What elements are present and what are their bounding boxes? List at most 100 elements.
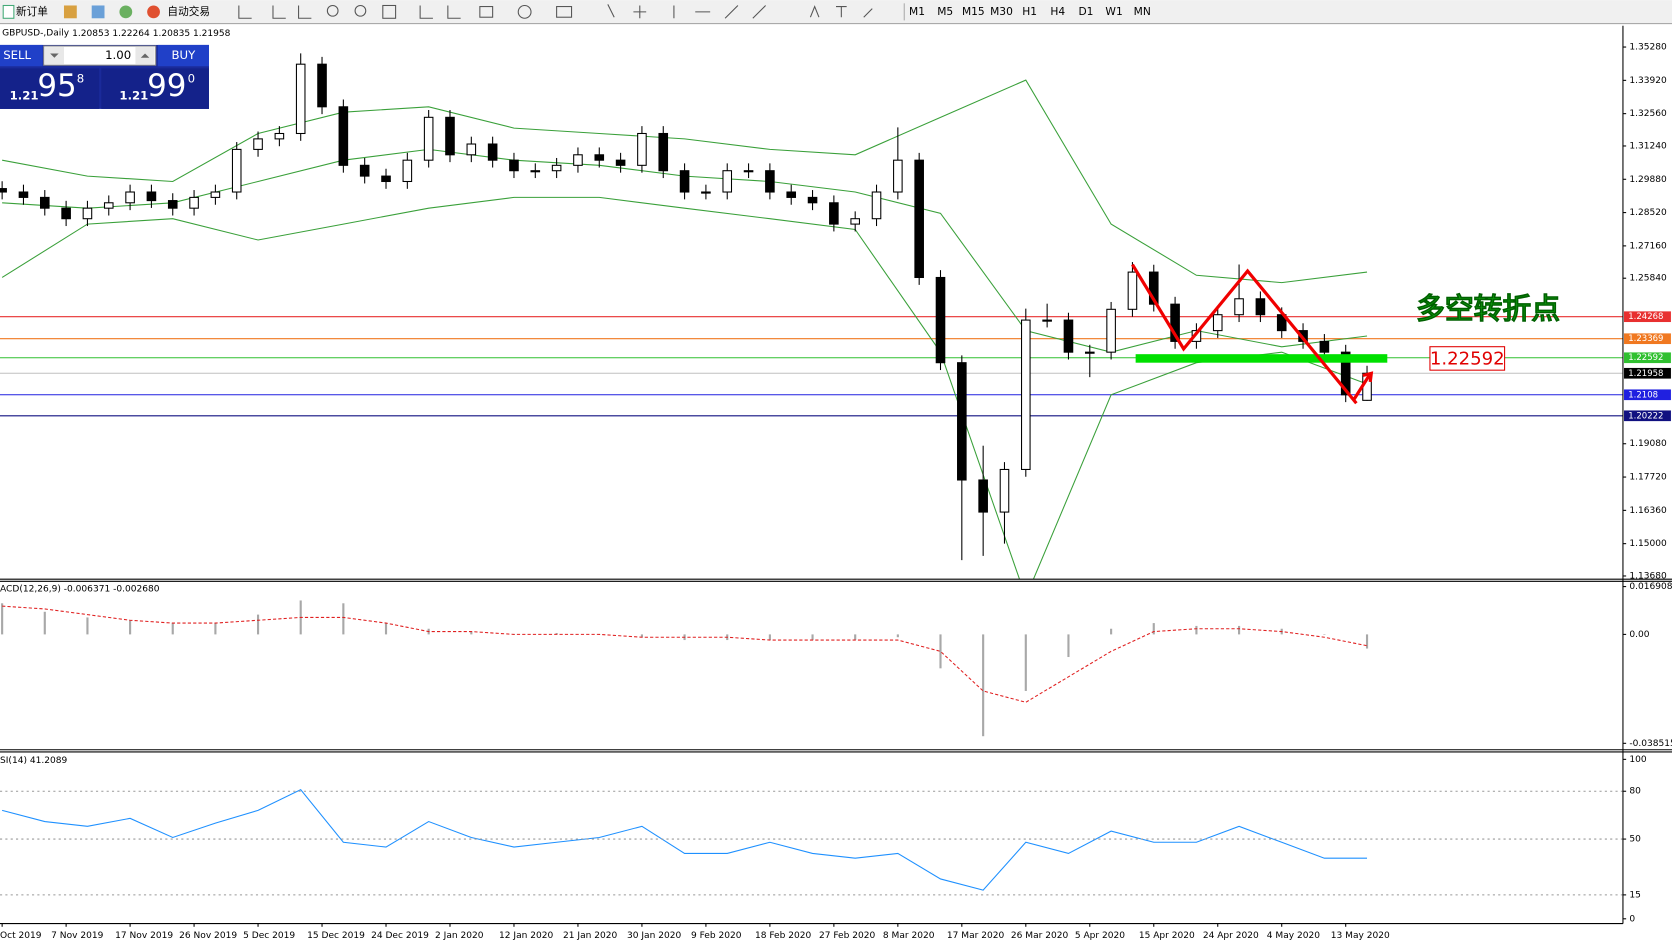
x-tick-label: 15 Apr 2020	[1139, 931, 1195, 941]
bid-frac: 8	[77, 72, 84, 86]
candle-body	[295, 63, 306, 135]
y-tick-label: 1.19080	[1629, 439, 1667, 449]
candle-body	[82, 207, 93, 220]
x-tick-label: 2 Jan 2020	[435, 931, 484, 941]
candle-body	[402, 159, 413, 183]
timeframe[interactable]: M15	[962, 5, 985, 18]
y-tick-label: 50	[1629, 835, 1641, 845]
candle-body	[274, 132, 285, 140]
candle-body	[743, 170, 754, 173]
indicator-title: ACD(12,26,9) -0.006371 -0.002680	[0, 584, 160, 594]
toolbar-buttons[interactable]: 新订单 自动交易	[2, 3, 905, 21]
signal-line	[2, 605, 1368, 703]
y-tick-label: 0.00	[1629, 630, 1649, 640]
candle-body	[1170, 303, 1180, 342]
level-label: 1.23369	[1628, 334, 1663, 344]
candle-body	[1021, 319, 1031, 470]
macd-bar	[939, 634, 942, 669]
candle-body	[1063, 319, 1074, 353]
candle-body	[999, 468, 1010, 513]
candle-body	[829, 202, 839, 225]
candle-body	[850, 218, 860, 225]
level-tag	[1624, 311, 1671, 323]
ohlc-value: 1.21958	[193, 29, 231, 39]
timeframe[interactable]: D1	[1078, 5, 1093, 18]
macd-bar	[896, 634, 899, 638]
new-order[interactable]: 新订单	[16, 5, 48, 18]
band-line	[2, 79, 1368, 284]
timeframe[interactable]: W1	[1105, 5, 1122, 18]
ohlc-value: 1.20853	[72, 29, 110, 39]
x-tick-label: 27 Feb 2020	[819, 931, 876, 941]
ask-box[interactable]	[101, 68, 209, 109]
macd-bar	[384, 623, 388, 635]
auto-trade[interactable]: 自动交易	[167, 5, 210, 18]
bid-box[interactable]	[0, 68, 100, 109]
x-tick-label: 13 May 2020	[1331, 931, 1390, 941]
price-tag	[1624, 367, 1671, 379]
candle-body	[573, 154, 583, 166]
y-tick-label: 100	[1629, 755, 1647, 765]
timeframe[interactable]: H1	[1022, 5, 1037, 18]
chart-area	[0, 24, 1672, 944]
x-tick-label: Oct 2019	[0, 931, 42, 941]
macd-bar	[1110, 628, 1113, 635]
candle-body	[18, 191, 29, 198]
sell-label[interactable]: SELL	[3, 48, 31, 62]
y-tick-label: 1.29880	[1629, 175, 1667, 185]
lot-value[interactable]: 1.00	[105, 48, 131, 62]
y-tick-label: 1.25840	[1629, 274, 1667, 284]
bid-big: 1.21	[10, 89, 39, 103]
timeframe[interactable]: M5	[937, 5, 953, 18]
timeframe[interactable]: H4	[1050, 5, 1065, 18]
y-tick-label: 0	[1629, 914, 1635, 924]
level-label: 1.24268	[1628, 312, 1663, 322]
macd-bar	[86, 617, 89, 635]
x-tick-label: 4 May 2020	[1267, 931, 1320, 941]
candle-body	[317, 63, 327, 108]
lot-field[interactable]	[43, 45, 157, 66]
y-tick-label: -0.038515	[1629, 739, 1672, 749]
candle-body	[1042, 319, 1052, 322]
price-box-label: 1.22592	[1430, 349, 1505, 370]
x-tick-label: 24 Apr 2020	[1203, 931, 1259, 941]
y-tick-label: 1.27160	[1629, 241, 1667, 251]
macd-bar	[1067, 634, 1070, 658]
trade-panel: SELL 1.00 BUY 1.21 95 8 1.21 99 0	[0, 44, 209, 109]
x-tick-label: 7 Nov 2019	[51, 931, 103, 941]
x-tick-label: 5 Dec 2019	[243, 931, 295, 941]
level-tag	[1624, 410, 1671, 422]
candle-body	[39, 196, 50, 209]
chart-title: GBPUSD-,Daily 1.20853 1.22264 1.20835 1.…	[2, 29, 231, 39]
x-tick-label: 9 Feb 2020	[691, 931, 742, 941]
x-tick-label: 26 Mar 2020	[1011, 931, 1069, 941]
macd-plot	[1, 600, 1369, 737]
level-tag	[1624, 352, 1671, 364]
buy-button[interactable]	[157, 44, 209, 67]
candle-body	[1234, 298, 1244, 316]
candle-body	[615, 159, 626, 166]
candle-body	[978, 479, 988, 513]
y-tick-label: 15	[1629, 890, 1641, 900]
candle-body	[957, 362, 967, 481]
timeframe[interactable]: M30	[990, 5, 1013, 18]
candle-body	[487, 143, 498, 161]
timeframe[interactable]: MN	[1134, 5, 1151, 18]
candle-body	[381, 175, 391, 183]
x-tick-label: 8 Mar 2020	[883, 931, 935, 941]
level-label: 1.22592	[1628, 353, 1663, 363]
x-tick-label: 12 Jan 2020	[499, 931, 553, 941]
x-tick-label: 17 Nov 2019	[115, 931, 173, 941]
candle-body	[1255, 298, 1266, 316]
y-tick-label: 1.33920	[1629, 76, 1667, 86]
ask-big: 1.21	[119, 89, 148, 103]
y-tick-label: 0.016908	[1629, 582, 1672, 592]
candle-body	[231, 148, 242, 193]
timeframe[interactable]: M1	[909, 5, 925, 18]
macd-bar	[470, 631, 473, 635]
candle-body	[1319, 340, 1330, 353]
sell-button[interactable]	[0, 44, 43, 67]
candle-body	[914, 159, 924, 279]
candle-body	[189, 196, 199, 209]
buy-label[interactable]: BUY	[172, 48, 197, 62]
